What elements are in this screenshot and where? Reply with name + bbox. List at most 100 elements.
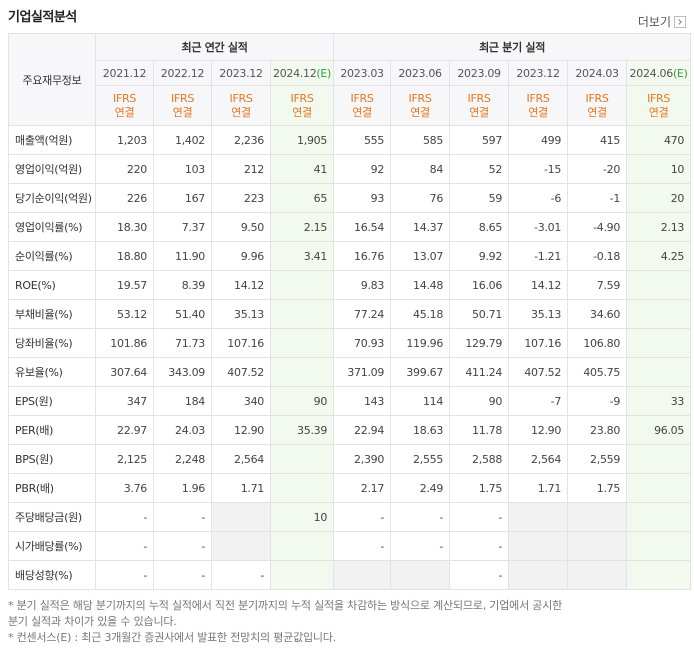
value-cell: 220: [95, 154, 154, 184]
data-row: 영업이익(억원) 220 103 212 41 92 84 52 -15 -20 10: [8, 154, 692, 184]
data-row: 배당성향(%) - - - -: [8, 560, 692, 590]
row-label: ROE(%): [8, 270, 96, 300]
basis-header: IFRS 연결: [211, 85, 271, 126]
basis-header: IFRS 연결: [333, 85, 392, 126]
value-cell: 20: [626, 183, 692, 213]
value-cell: 50.71: [449, 299, 510, 329]
value-cell: 12.90: [508, 415, 569, 445]
data-row: 순이익률(%) 18.80 11.90 9.96 3.41 16.76 13.07 9.92-…: [8, 241, 692, 271]
value-cell: 223: [211, 183, 271, 213]
value-cell: 2,564: [211, 444, 271, 474]
footnote: * 컨센서스(E) : 최근 3개월간 증권사에서 발표한 전망치의 평균값입니…: [8, 631, 337, 644]
period: 2023.12: [219, 66, 263, 80]
value-cell: 18.30: [95, 212, 154, 242]
value-cell: -: [333, 502, 392, 532]
row-label: 유보율(%): [8, 357, 96, 387]
value-cell: 71.73: [153, 328, 212, 358]
data-row: PBR(배) 3.76 1.96 1.71 2.17 2.49 1.75 1.71 1.75: [8, 473, 692, 503]
period: 2024.06: [629, 66, 674, 80]
value-cell: 13.07: [390, 241, 451, 271]
basis: IFRS: [350, 91, 374, 105]
data-row: 영업이익률(%) 18.30 7.37 9.50 2.15 16.54 14.37 8.65-…: [8, 212, 692, 242]
more-link[interactable]: 더보기: [638, 13, 686, 30]
row-label: 당기순이익(억원): [8, 183, 96, 213]
scope: 연결: [292, 105, 312, 119]
value-cell: 84: [390, 154, 451, 184]
value-cell: 22.97: [95, 415, 154, 445]
value-cell: 70.93: [333, 328, 392, 358]
empty-cell: [626, 444, 692, 474]
value-cell: 41: [269, 154, 335, 184]
value-cell: -: [153, 531, 212, 561]
value-cell: -1.21: [508, 241, 569, 271]
basis-header: IFRS 연결: [626, 85, 692, 126]
value-cell: 407.52: [211, 357, 271, 387]
scope: 연결: [352, 105, 372, 119]
basis: IFRS: [290, 91, 314, 105]
value-cell: -: [449, 531, 510, 561]
value-cell: 2.17: [333, 473, 392, 503]
value-cell: 90: [269, 386, 335, 416]
empty-cell: [211, 502, 271, 532]
value-cell: 119.96: [390, 328, 451, 358]
value-cell: 340: [211, 386, 271, 416]
value-cell: 53.12: [95, 299, 154, 329]
value-cell: 9.96: [211, 241, 271, 271]
value-cell: 415: [567, 125, 628, 155]
data-row: 시가배당률(%) - - - - -: [8, 531, 692, 561]
value-cell: 16.76: [333, 241, 392, 271]
value-cell: 106.80: [567, 328, 628, 358]
group-header: 최근 분기 실적: [333, 33, 692, 61]
more-text[interactable]: 더보기: [637, 15, 671, 29]
value-cell: -: [95, 502, 154, 532]
value-cell: 371.09: [333, 357, 392, 387]
finance-table: 주요재무정보 최근 연간 실적 최근 분기 실적 2021.12 2022.12 2023…: [8, 33, 692, 590]
data-row: 주당배당금(원) - -10- - -: [8, 502, 692, 532]
empty-cell: [508, 531, 569, 561]
empty-cell: [269, 473, 335, 503]
empty-cell: [626, 270, 692, 300]
value-cell: -20: [567, 154, 628, 184]
value-cell: 11.90: [153, 241, 212, 271]
basis-header: IFRS 연결: [449, 85, 510, 126]
empty-cell: [269, 357, 335, 387]
value-cell: 585: [390, 125, 451, 155]
value-cell: 184: [153, 386, 212, 416]
empty-cell: [269, 531, 335, 561]
period: 2021.12: [102, 66, 147, 80]
value-cell: 2,564: [508, 444, 569, 474]
value-cell: 1.75: [449, 473, 510, 503]
value-cell: 77.24: [333, 299, 392, 329]
row-label: 영업이익(억원): [8, 154, 96, 184]
basis: IFRS: [408, 91, 432, 105]
value-cell: 92: [333, 154, 392, 184]
value-cell: 14.37: [390, 212, 451, 242]
value-cell: 10: [626, 154, 692, 184]
value-cell: -: [449, 502, 510, 532]
empty-cell: [269, 444, 335, 474]
basis-header: IFRS 연결: [390, 85, 451, 126]
empty-cell: [626, 502, 692, 532]
empty-cell: [211, 531, 271, 561]
value-cell: 1.75: [567, 473, 628, 503]
more-icon[interactable]: [674, 15, 686, 28]
value-cell: 14.12: [211, 270, 271, 300]
empty-cell: [333, 560, 392, 590]
estimate-mark: (E): [672, 66, 688, 80]
basis-header: IFRS 연결: [567, 85, 628, 126]
value-cell: -1: [567, 183, 628, 213]
empty-cell: [269, 560, 335, 590]
empty-cell: [269, 328, 335, 358]
value-cell: 129.79: [449, 328, 510, 358]
period: 2024.03: [575, 66, 619, 80]
value-cell: 35.13: [508, 299, 569, 329]
period: 2023.06: [398, 66, 442, 80]
value-cell: 23.80: [567, 415, 628, 445]
row-label: 매출액(억원): [8, 125, 96, 155]
data-row: PER(배) 22.97 24.03 12.90 35.39 22.94 18.63 11.7…: [8, 415, 692, 445]
value-cell: 9.50: [211, 212, 271, 242]
value-cell: 470: [626, 125, 692, 155]
value-cell: 347: [95, 386, 154, 416]
value-cell: 18.63: [390, 415, 451, 445]
value-cell: 1,905: [269, 125, 335, 155]
